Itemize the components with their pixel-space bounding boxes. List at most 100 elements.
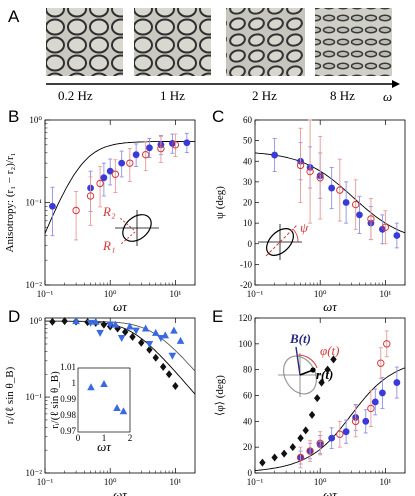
x-tick-label: 10⁻¹ — [37, 477, 54, 487]
inset-label-psi: ψ — [300, 220, 309, 235]
inset-label-r2: R₂ — [102, 204, 116, 219]
data-point — [351, 417, 360, 426]
data-point — [49, 202, 56, 210]
y-tick-label: 60 — [243, 115, 253, 125]
axes-frame-d — [44, 317, 196, 474]
data-point — [159, 362, 167, 371]
fit-curve — [44, 140, 195, 234]
data-point — [318, 378, 325, 387]
data-point — [342, 428, 350, 436]
data-point — [280, 449, 288, 458]
y-tick-label: 0 — [248, 468, 253, 478]
data-point — [118, 159, 126, 167]
inset-angle-arc — [292, 228, 299, 243]
x-tick-label: 10⁰ — [314, 289, 327, 299]
data-point — [367, 215, 375, 223]
data-point — [96, 179, 104, 188]
inset-label-b: B(t) — [289, 331, 311, 346]
inset-x-tick: 2 — [128, 433, 133, 443]
omega-axis-label: ω — [383, 89, 392, 104]
data-point — [72, 317, 80, 325]
panel-c-plot: 10⁻¹ 10⁰ 10¹ -20 -10 0 10 20 30 40 50 60 ωτ ψ (deg) ψ — [214, 115, 406, 314]
micrograph-1hz — [134, 8, 211, 76]
data-point — [138, 338, 145, 347]
y-tick-label: 10⁰ — [29, 316, 42, 326]
data-point — [172, 381, 179, 390]
data-point — [170, 326, 178, 334]
y-axis-label: ψ (deg) — [214, 186, 226, 219]
data-point — [306, 447, 314, 455]
y-tick-label: 0 — [248, 239, 253, 249]
data-point — [378, 389, 386, 397]
data-point — [122, 327, 129, 336]
data-point — [297, 434, 304, 443]
x-tick-label: 10⁻¹ — [247, 477, 264, 487]
y-tick-label: 60 — [243, 391, 253, 401]
micrograph-8hz — [315, 8, 392, 76]
data-point — [151, 328, 160, 336]
data-point — [113, 404, 121, 411]
y-tick-label: 10 — [243, 218, 253, 228]
data-point — [157, 144, 165, 153]
x-tick-label: 10¹ — [170, 477, 182, 487]
y-tick-label: 10⁻¹ — [26, 198, 43, 208]
data-point — [183, 139, 191, 147]
x-axis-label: ωτ — [113, 299, 128, 314]
inset-label-r: r(t) — [316, 367, 333, 382]
data-point — [393, 379, 401, 386]
y-tick-label: 10⁻¹ — [26, 392, 43, 402]
data-point — [330, 355, 337, 364]
freq-label-1: 0.2 Hz — [58, 88, 93, 103]
data-point — [126, 322, 134, 330]
y-tick-label: 10⁻² — [26, 280, 43, 290]
x-axis-label: ωτ — [113, 487, 128, 496]
data-point — [271, 453, 278, 462]
data-point — [106, 167, 114, 175]
micrograph-0-2hz — [46, 8, 123, 76]
data-point — [336, 186, 344, 194]
data-point — [61, 317, 68, 326]
x-tick-label: 10¹ — [170, 289, 182, 299]
data-point — [100, 320, 108, 329]
y-tick-label: 80 — [243, 365, 253, 375]
x-tick-label: 10⁰ — [104, 289, 117, 299]
data-point — [106, 321, 114, 329]
y-axis-label: ⟨φ⟩ (deg) — [214, 375, 226, 416]
freq-label-2: 1 Hz — [160, 88, 185, 103]
data-point — [86, 319, 95, 327]
data-point — [336, 430, 344, 438]
inset-y-tick: 1 — [72, 378, 77, 388]
fit-curve-2 — [45, 320, 196, 372]
data-point — [100, 380, 108, 387]
y-tick-label: 10⁰ — [29, 115, 42, 125]
data-point — [377, 359, 385, 367]
y-tick-label: -20 — [240, 280, 252, 290]
data-point — [72, 206, 80, 215]
data-point — [362, 417, 370, 425]
y-tick-label: -10 — [240, 259, 252, 269]
data-point — [91, 317, 100, 325]
data-point — [351, 200, 360, 209]
inset-r1-arrow — [120, 231, 136, 245]
panel-d-label: D — [8, 307, 20, 326]
data-point — [141, 324, 150, 332]
inset-y-tick: 0.97 — [60, 426, 76, 436]
panel-e-label: E — [212, 307, 223, 326]
data-point — [86, 192, 95, 200]
panel-a-label: A — [8, 7, 20, 26]
y-tick-label: 10⁻² — [26, 468, 43, 478]
inset-r-tip — [310, 367, 316, 373]
data-point — [111, 170, 120, 178]
data-point — [324, 365, 331, 374]
data-point — [306, 167, 314, 176]
data-point — [296, 453, 305, 462]
data-point — [165, 370, 173, 379]
data-point — [171, 141, 180, 149]
data-point — [367, 404, 375, 413]
inset-principal-axis — [265, 224, 298, 257]
x-axis-label: ωτ — [323, 299, 338, 314]
inset-y-tick: 0.98 — [60, 410, 76, 420]
